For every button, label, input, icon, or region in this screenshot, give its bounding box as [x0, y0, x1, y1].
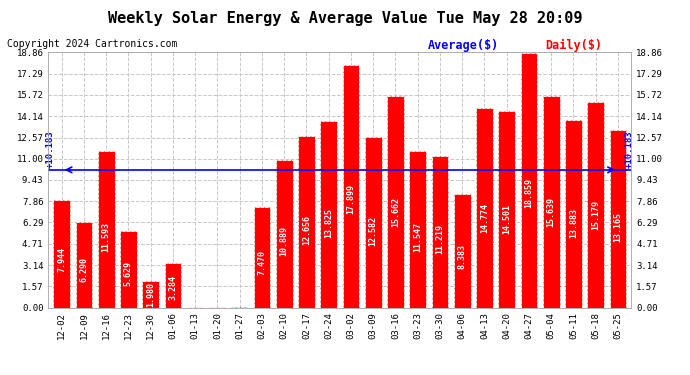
Bar: [543, 96, 560, 308]
Bar: [454, 194, 471, 308]
Bar: [98, 151, 115, 308]
Text: 11.593: 11.593: [101, 222, 110, 252]
Bar: [587, 102, 604, 308]
Bar: [476, 108, 493, 307]
Text: 8.383: 8.383: [457, 244, 466, 269]
Bar: [432, 156, 448, 308]
Bar: [276, 160, 293, 308]
Text: 17.899: 17.899: [346, 184, 355, 214]
Text: 18.859: 18.859: [524, 178, 533, 208]
Bar: [120, 231, 137, 308]
Bar: [320, 121, 337, 308]
Bar: [165, 263, 181, 308]
Text: 1.980: 1.980: [146, 282, 155, 307]
Text: 12.582: 12.582: [368, 216, 377, 246]
Text: 3.284: 3.284: [168, 275, 177, 300]
Text: +10.183: +10.183: [46, 130, 55, 168]
Bar: [610, 129, 627, 308]
Text: Weekly Solar Energy & Average Value Tue May 28 20:09: Weekly Solar Energy & Average Value Tue …: [108, 11, 582, 26]
Text: Average($): Average($): [428, 39, 499, 53]
Text: 13.825: 13.825: [324, 209, 333, 238]
Bar: [387, 96, 404, 308]
Bar: [498, 111, 515, 308]
Text: 10.889: 10.889: [279, 226, 288, 256]
Bar: [365, 137, 382, 308]
Bar: [142, 281, 159, 308]
Text: 11.547: 11.547: [413, 222, 422, 252]
Bar: [53, 200, 70, 308]
Bar: [343, 66, 359, 308]
Text: 15.662: 15.662: [391, 197, 400, 227]
Text: 15.639: 15.639: [546, 197, 555, 227]
Text: 7.944: 7.944: [57, 247, 66, 272]
Bar: [565, 120, 582, 308]
Text: 6.290: 6.290: [79, 257, 88, 282]
Text: 15.179: 15.179: [591, 200, 600, 230]
Bar: [409, 152, 426, 308]
Text: +10.183: +10.183: [624, 130, 633, 168]
Text: 11.219: 11.219: [435, 224, 444, 254]
Text: 13.883: 13.883: [569, 208, 578, 238]
Bar: [76, 222, 92, 308]
Bar: [521, 53, 538, 308]
Text: 14.774: 14.774: [480, 202, 489, 232]
Text: Copyright 2024 Cartronics.com: Copyright 2024 Cartronics.com: [7, 39, 177, 50]
Text: 13.165: 13.165: [613, 212, 622, 242]
Text: 12.656: 12.656: [302, 216, 311, 246]
Text: 14.501: 14.501: [502, 204, 511, 234]
Text: 5.629: 5.629: [124, 261, 133, 286]
Bar: [254, 207, 270, 308]
Text: Daily($): Daily($): [545, 39, 602, 53]
Text: 7.470: 7.470: [257, 249, 266, 274]
Bar: [298, 136, 315, 308]
